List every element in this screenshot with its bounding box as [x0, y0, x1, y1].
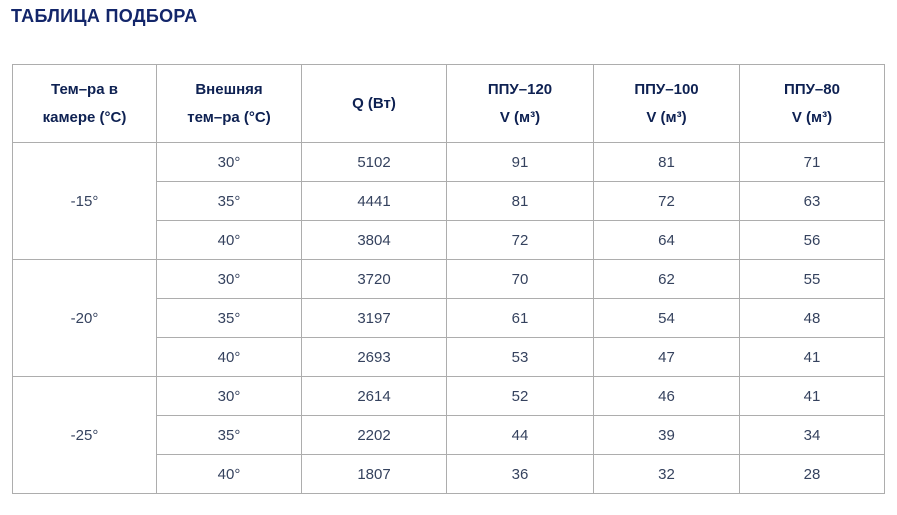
ppu120-cell: 70 — [446, 259, 594, 299]
q-cell: 3720 — [301, 259, 447, 299]
ppu80-cell: 63 — [739, 181, 885, 221]
q-cell: 2202 — [301, 415, 447, 455]
header-line: V (м³) — [791, 108, 833, 126]
ppu100-cell: 64 — [593, 220, 740, 260]
ppu120-cell: 44 — [446, 415, 594, 455]
header-line: тем–ра (°C) — [187, 108, 271, 126]
ppu120-cell: 91 — [446, 142, 594, 182]
ppu120-cell: 36 — [446, 454, 594, 494]
ppu100-cell: 32 — [593, 454, 740, 494]
external-temp-cell: 35° — [156, 415, 302, 455]
table-row: 35° 3197 61 54 48 — [13, 298, 885, 338]
ppu80-cell: 34 — [739, 415, 885, 455]
ppu100-cell: 54 — [593, 298, 740, 338]
ppu80-cell: 48 — [739, 298, 885, 338]
ppu80-cell: 55 — [739, 259, 885, 299]
table-row: -15° 30° 5102 91 81 71 — [12, 142, 885, 260]
table-row: -20° 30° 3720 70 62 55 — [12, 259, 885, 377]
external-temp-cell: 40° — [156, 220, 302, 260]
external-temp-cell: 40° — [156, 337, 302, 377]
ppu120-cell: 61 — [446, 298, 594, 338]
header-line: ППУ–100 — [634, 80, 699, 98]
ppu100-cell: 62 — [593, 259, 740, 299]
ppu120-cell: 81 — [446, 181, 594, 221]
q-cell: 2693 — [301, 337, 447, 377]
ppu100-cell: 81 — [593, 142, 740, 182]
page-title: ТАБЛИЦА ПОДБОРА — [11, 6, 198, 26]
ppu120-cell: 53 — [446, 337, 594, 377]
ppu80-cell: 28 — [739, 454, 885, 494]
col-header-external-temp: Внешняя тем–ра (°C) — [156, 64, 302, 143]
q-cell: 4441 — [301, 181, 447, 221]
table-row: -25° 30° 2614 52 46 41 — [12, 376, 885, 494]
ppu80-cell: 71 — [739, 142, 885, 182]
chamber-temp-cell: -20° — [12, 259, 157, 377]
external-temp-cell: 35° — [156, 181, 302, 221]
q-cell: 1807 — [301, 454, 447, 494]
header-line: Q (Вт) — [352, 94, 396, 112]
q-cell: 2614 — [301, 376, 447, 416]
ppu120-cell: 52 — [446, 376, 594, 416]
table-row: 40° 1807 36 32 28 — [13, 454, 885, 494]
ppu100-cell: 47 — [593, 337, 740, 377]
ppu100-cell: 39 — [593, 415, 740, 455]
ppu100-cell: 46 — [593, 376, 740, 416]
header-line: V (м³) — [499, 108, 541, 126]
q-cell: 3804 — [301, 220, 447, 260]
header-line: V (м³) — [646, 108, 687, 126]
col-header-q: Q (Вт) — [301, 64, 447, 143]
col-header-ppu80: ППУ–80 V (м³) — [739, 64, 885, 143]
table-row: 35° 2202 44 39 34 — [13, 415, 885, 455]
ppu80-cell: 56 — [739, 220, 885, 260]
header-line: ППУ–80 — [784, 80, 840, 98]
col-header-ppu100: ППУ–100 V (м³) — [593, 64, 740, 143]
header-line: камере (°C) — [42, 108, 127, 126]
selection-table: Тем–ра в камере (°C) Внешняя тем–ра (°C)… — [12, 64, 885, 494]
header-line: Тем–ра в — [51, 80, 118, 98]
q-cell: 3197 — [301, 298, 447, 338]
col-header-ppu120: ППУ–120 V (м³) — [446, 64, 594, 143]
external-temp-cell: 40° — [156, 454, 302, 494]
ppu100-cell: 72 — [593, 181, 740, 221]
table-row: 35° 4441 81 72 63 — [13, 181, 885, 221]
chamber-temp-cell: -15° — [12, 142, 157, 260]
chamber-temp-cell: -25° — [12, 376, 157, 494]
header-row: Тем–ра в камере (°C) Внешняя тем–ра (°C)… — [12, 64, 885, 143]
external-temp-cell: 30° — [156, 376, 302, 416]
header-line: ППУ–120 — [487, 80, 553, 98]
col-header-chamber-temp: Тем–ра в камере (°C) — [12, 64, 157, 143]
table-row: 40° 2693 53 47 41 — [13, 337, 885, 377]
external-temp-cell: 30° — [156, 142, 302, 182]
ppu80-cell: 41 — [739, 337, 885, 377]
header-line: Внешняя — [195, 80, 263, 98]
ppu80-cell: 41 — [739, 376, 885, 416]
table-row: 40° 3804 72 64 56 — [13, 220, 885, 260]
q-cell: 5102 — [301, 142, 447, 182]
ppu120-cell: 72 — [446, 220, 594, 260]
external-temp-cell: 35° — [156, 298, 302, 338]
external-temp-cell: 30° — [156, 259, 302, 299]
